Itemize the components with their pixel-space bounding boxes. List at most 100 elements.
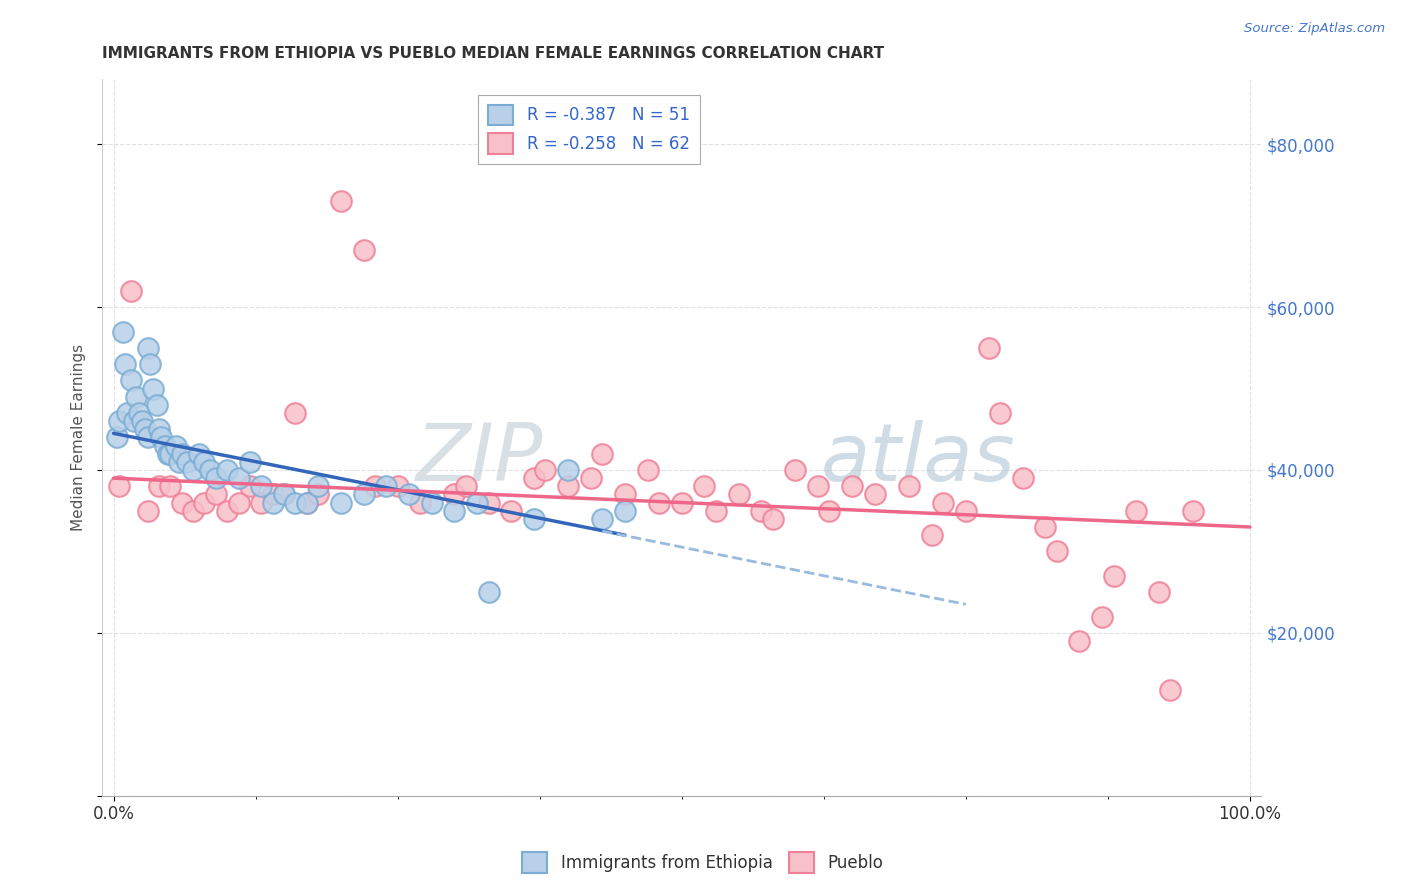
Point: [170, 447, 193, 461]
Point: [136, 430, 159, 444]
Point: [120, 373, 142, 387]
Point: [239, 455, 262, 469]
Point: [105, 430, 128, 444]
Point: [841, 479, 863, 493]
Point: [1147, 585, 1170, 599]
Point: [136, 341, 159, 355]
Point: [807, 479, 830, 493]
Point: [977, 341, 1000, 355]
Point: [693, 479, 716, 493]
Point: [477, 585, 499, 599]
Point: [198, 463, 221, 477]
Point: [648, 495, 671, 509]
Point: [932, 495, 955, 509]
Point: [898, 479, 921, 493]
Point: [148, 422, 170, 436]
Point: [139, 357, 162, 371]
Point: [134, 422, 156, 436]
Point: [157, 447, 180, 461]
Point: [477, 495, 499, 509]
Point: [329, 495, 352, 509]
Point: [398, 487, 420, 501]
Point: [115, 406, 138, 420]
Point: [1035, 520, 1057, 534]
Point: [108, 414, 131, 428]
Point: [181, 463, 204, 477]
Point: [125, 390, 148, 404]
Point: [193, 495, 215, 509]
Point: [239, 479, 262, 493]
Point: [375, 479, 398, 493]
Point: [921, 528, 943, 542]
Point: [122, 414, 145, 428]
Point: [111, 325, 134, 339]
Point: [170, 495, 193, 509]
Point: [150, 430, 173, 444]
Point: [364, 479, 387, 493]
Point: [579, 471, 602, 485]
Point: [1159, 682, 1181, 697]
Y-axis label: Median Female Earnings: Median Female Earnings: [72, 343, 86, 531]
Point: [250, 495, 273, 509]
Point: [465, 495, 488, 509]
Point: [159, 479, 181, 493]
Point: [591, 512, 613, 526]
Point: [295, 495, 318, 509]
Point: [1011, 471, 1033, 485]
Point: [501, 504, 523, 518]
Point: [295, 495, 318, 509]
Point: [228, 471, 250, 485]
Point: [863, 487, 886, 501]
Point: [273, 487, 295, 501]
Point: [420, 495, 443, 509]
Point: [262, 495, 284, 509]
Point: [153, 438, 176, 452]
Point: [353, 243, 375, 257]
Text: ZIP: ZIP: [415, 420, 543, 498]
Point: [1091, 609, 1114, 624]
Text: Source: ZipAtlas.com: Source: ZipAtlas.com: [1244, 22, 1385, 36]
Legend: Immigrants from Ethiopia, Pueblo: Immigrants from Ethiopia, Pueblo: [516, 846, 890, 880]
Point: [205, 487, 228, 501]
Point: [1102, 569, 1125, 583]
Point: [818, 504, 841, 518]
Point: [205, 471, 228, 485]
Point: [329, 194, 352, 209]
Point: [250, 479, 273, 493]
Point: [557, 479, 579, 493]
Point: [284, 406, 307, 420]
Point: [120, 284, 142, 298]
Point: [613, 504, 636, 518]
Point: [557, 463, 579, 477]
Point: [443, 487, 465, 501]
Text: IMMIGRANTS FROM ETHIOPIA VS PUEBLO MEDIAN FEMALE EARNINGS CORRELATION CHART: IMMIGRANTS FROM ETHIOPIA VS PUEBLO MEDIA…: [103, 46, 884, 62]
Point: [454, 479, 477, 493]
Point: [1069, 634, 1091, 648]
Point: [136, 504, 159, 518]
Point: [1125, 504, 1147, 518]
Point: [637, 463, 659, 477]
Point: [307, 479, 329, 493]
Legend: R = -0.387   N = 51, R = -0.258   N = 62: R = -0.387 N = 51, R = -0.258 N = 62: [478, 95, 700, 163]
Point: [108, 479, 131, 493]
Point: [228, 495, 250, 509]
Point: [128, 406, 150, 420]
Point: [534, 463, 557, 477]
Point: [613, 487, 636, 501]
Point: [114, 357, 136, 371]
Point: [176, 455, 198, 469]
Point: [193, 455, 215, 469]
Point: [181, 504, 204, 518]
Point: [131, 414, 153, 428]
Point: [262, 487, 284, 501]
Point: [142, 382, 165, 396]
Point: [273, 487, 295, 501]
Point: [1182, 504, 1205, 518]
Point: [187, 447, 209, 461]
Point: [749, 504, 772, 518]
Point: [443, 504, 465, 518]
Point: [387, 479, 409, 493]
Point: [785, 463, 807, 477]
Point: [165, 438, 187, 452]
Point: [353, 487, 375, 501]
